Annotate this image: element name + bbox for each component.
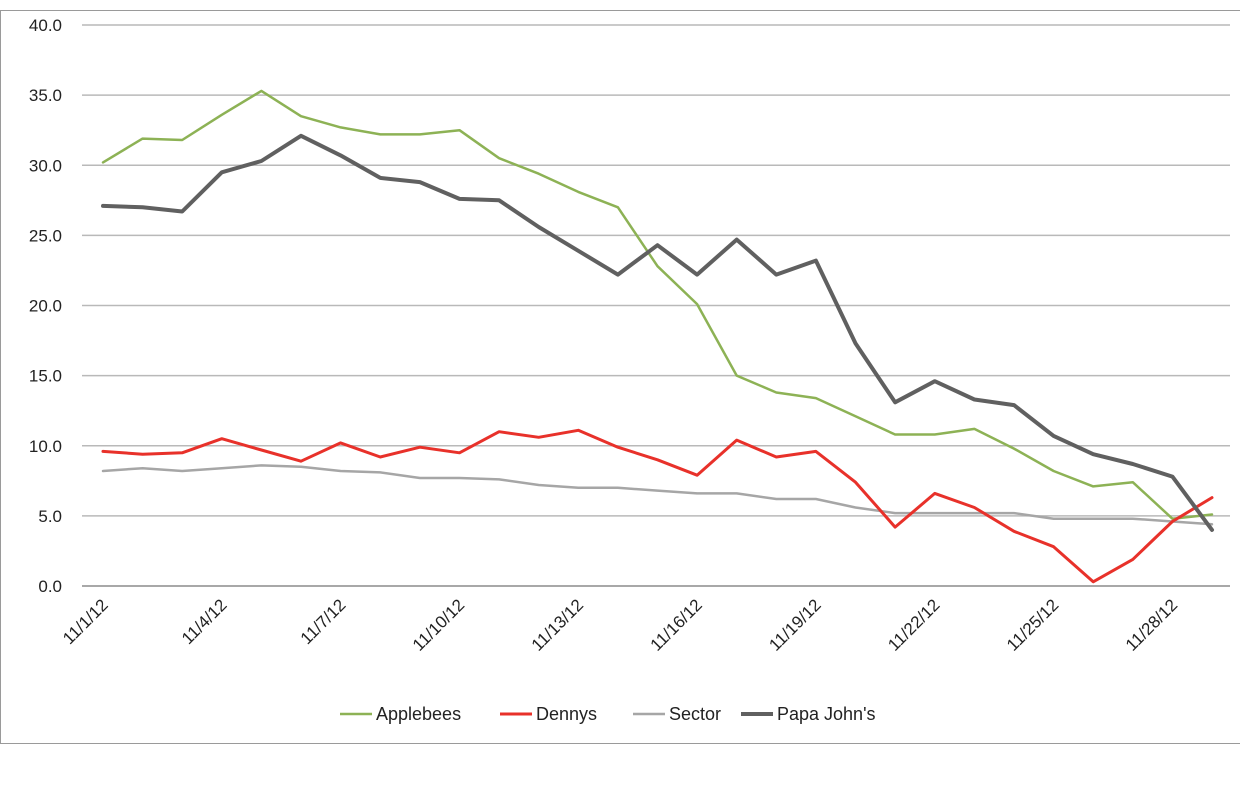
x-tick-label: 11/28/12 xyxy=(1122,595,1181,654)
legend-label: Sector xyxy=(669,704,721,724)
chart-frame xyxy=(0,10,1240,744)
x-tick-label: 11/7/12 xyxy=(297,595,350,648)
legend-label: Papa John's xyxy=(777,704,876,724)
legend-label: Dennys xyxy=(536,704,597,724)
y-tick-label: 35.0 xyxy=(29,86,62,105)
series-line-papa-john-s xyxy=(101,133,1214,532)
y-axis-ticks: 0.0 5.0 10.0 15.0 20.0 25.0 30.0 35.0 40.0 xyxy=(29,16,62,596)
x-tick-label: 11/25/12 xyxy=(1003,595,1062,654)
x-tick-label: 11/22/12 xyxy=(884,595,943,654)
y-tick-label: 25.0 xyxy=(29,226,62,245)
y-tick-label: 15.0 xyxy=(29,367,62,386)
series-layer xyxy=(101,89,1214,584)
series-line-dennys xyxy=(101,428,1214,584)
x-axis-ticks: 11/1/12 11/4/12 11/7/12 11/10/12 11/13/12 11/… xyxy=(59,595,1181,654)
y-tick-label: 0.0 xyxy=(38,577,62,596)
legend: Applebees Dennys Sector Papa John's xyxy=(340,704,876,724)
y-tick-label: 20.0 xyxy=(29,297,62,316)
x-tick-label: 11/13/12 xyxy=(528,595,587,654)
x-tick-label: 11/4/12 xyxy=(178,595,231,648)
y-tick-label: 5.0 xyxy=(38,507,62,526)
series-line-sector xyxy=(101,464,1214,526)
x-tick-label: 11/16/12 xyxy=(647,595,706,654)
x-tick-label: 11/19/12 xyxy=(765,595,824,654)
x-tick-label: 11/1/12 xyxy=(59,595,112,648)
x-tick-label: 11/10/12 xyxy=(409,595,468,654)
y-tick-label: 40.0 xyxy=(29,16,62,35)
y-tick-label: 10.0 xyxy=(29,437,62,456)
series-line-applebees xyxy=(101,89,1214,520)
legend-label: Applebees xyxy=(376,704,461,724)
grid-layer xyxy=(82,24,1230,587)
y-tick-label: 30.0 xyxy=(29,156,62,175)
